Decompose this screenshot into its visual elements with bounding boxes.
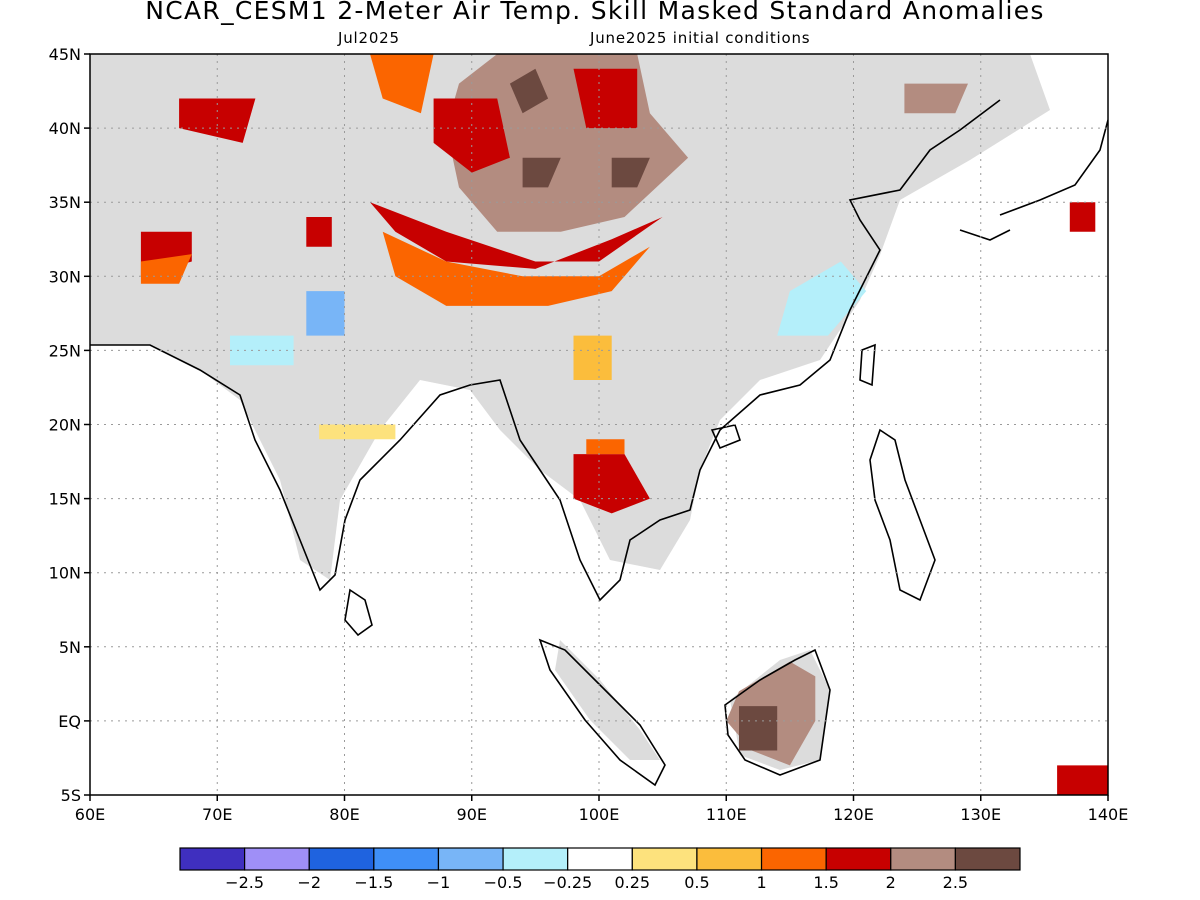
lon-tick-label: 70E (202, 805, 232, 824)
anomaly-tibet-red-arc (370, 202, 663, 269)
lat-tick-label: EQ (58, 712, 81, 731)
anomaly-korea-brown (904, 83, 968, 114)
anomaly-india-yellow (319, 424, 396, 440)
lat-tick-label: 40N (49, 119, 81, 138)
coastline-japan (959, 119, 1108, 241)
anomaly-thailand-orange (586, 439, 625, 455)
anomaly-tibet-dark-2 (522, 157, 561, 188)
anomaly-north-orange (370, 54, 434, 114)
colorbar-swatch (631, 847, 698, 871)
anomaly-north-red-2 (573, 68, 638, 129)
lat-tick-label: 20N (49, 416, 81, 435)
anomaly-tibet-dark-1 (509, 68, 549, 114)
anomaly-kashmir-red (306, 217, 332, 247)
lat-tick-label: 15N (49, 490, 81, 509)
colorbar-label: 1 (756, 873, 766, 892)
coastline-sumatra (538, 638, 666, 787)
colorbar-swatch (437, 847, 504, 871)
anomaly-india-blue (306, 291, 345, 336)
lon-tick-label: 140E (1088, 805, 1129, 824)
coastline-srilanka (344, 588, 373, 637)
lat-tick-label: 25N (49, 341, 81, 360)
colorbar-label: −1.5 (354, 873, 393, 892)
coastline-taiwan (859, 343, 876, 387)
colorbar-label: 2.5 (943, 873, 968, 892)
land-no-skill-sumatra (555, 640, 660, 760)
lon-tick-label: 80E (329, 805, 359, 824)
colorbar-label: −0.5 (484, 873, 523, 892)
coastline-borneo (724, 648, 831, 776)
lat-tick-label: 5S (61, 786, 81, 805)
colorbar-swatch (954, 847, 1021, 871)
anomaly-china-east-lightblue (777, 261, 867, 336)
colorbar-swatch (502, 847, 569, 871)
colorbar-swatch (179, 847, 246, 871)
colorbar-label: 0.25 (614, 873, 650, 892)
anomaly-regions (140, 54, 1108, 795)
coastline (90, 99, 1001, 602)
map-title: NCAR_CESM1 2-Meter Air Temp. Skill Maske… (145, 0, 1045, 25)
colorbar-label: −2 (297, 873, 321, 892)
gridlines (90, 54, 1108, 795)
valid-month-label: Jul2025 (338, 29, 400, 47)
colorbar-swatch (760, 847, 827, 871)
colorbar-label: −1 (427, 873, 451, 892)
colorbar-swatch (373, 847, 440, 871)
colorbar-swatch (890, 847, 956, 871)
coastline-hainan (710, 424, 741, 450)
land-no-skill-asia (90, 54, 1050, 580)
colorbar-swatch (567, 847, 633, 871)
anomaly-tibet-orange-arc (382, 231, 650, 306)
lat-tick-label: 30N (49, 267, 81, 286)
colorbar-swatch (696, 847, 763, 871)
lat-tick-label: 5N (59, 638, 81, 657)
lat-tick-label: 35N (49, 193, 81, 212)
anomaly-india-lightblue (230, 335, 294, 366)
anomaly-borneo-dark (739, 706, 778, 751)
colorbar: −2.5 −2 −1.5 −1 −0.5 −0.25 0.25 0.5 1 1.5 2 2.5 (179, 847, 1021, 892)
colorbar-label: −0.25 (543, 873, 592, 892)
anomaly-tibet-dark-3 (611, 157, 650, 188)
anomaly-central-asia-red (179, 98, 256, 143)
colorbar-label: 2 (886, 873, 896, 892)
colorbar-swatch (825, 847, 892, 871)
lon-tick-label: 90E (457, 805, 487, 824)
map-content (90, 54, 1108, 795)
colorbar-label: 0.5 (684, 873, 709, 892)
colorbar-swatch (308, 847, 375, 871)
anomaly-png-red (1057, 765, 1108, 795)
lon-tick-label: 60E (75, 805, 105, 824)
lon-tick-label: 120E (833, 805, 874, 824)
colorbar-swatch (244, 847, 310, 871)
anomaly-japan-red (1069, 202, 1096, 232)
lon-tick-label: 100E (579, 805, 620, 824)
colorbar-label: 1.5 (813, 873, 838, 892)
anomaly-burma-yellow (573, 335, 612, 380)
lat-tick-label: 10N (49, 564, 81, 583)
lon-tick-label: 130E (960, 805, 1001, 824)
colorbar-label: −2.5 (225, 873, 264, 892)
lon-tick-label: 110E (706, 805, 747, 824)
lat-tick-label: 45N (49, 45, 81, 64)
coastline-philippines (869, 428, 936, 602)
initial-conditions-label: June2025 initial conditions (590, 29, 811, 47)
anomaly-north-red (433, 98, 510, 173)
